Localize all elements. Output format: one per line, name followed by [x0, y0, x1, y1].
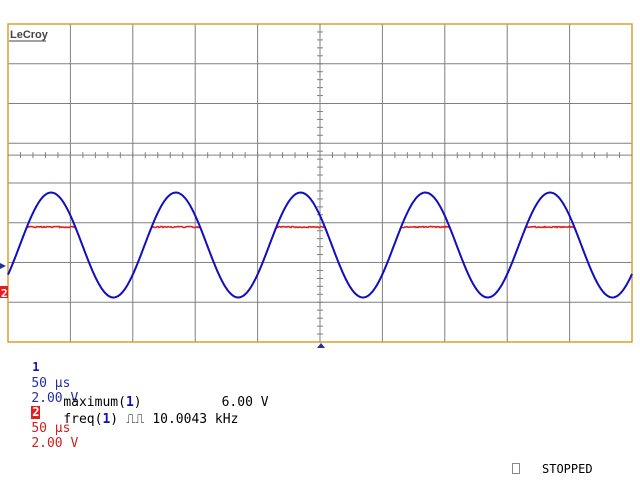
- measurement-value: 10.0043 kHz: [152, 412, 238, 427]
- channel-1-badge[interactable]: 1: [31, 361, 40, 374]
- measurement-name: freq: [63, 412, 94, 427]
- waveform-display: LeCroy 2: [0, 0, 640, 350]
- trigger-position-icon[interactable]: [317, 343, 325, 348]
- pulse-icon: ⎍⎍: [126, 412, 144, 427]
- measurement-frequency[interactable]: freq(1) ⎍⎍ 10.0043 kHz: [32, 397, 238, 442]
- channel-2-marker[interactable]: 2: [0, 286, 8, 300]
- ground-marker-icon[interactable]: [0, 263, 6, 269]
- svg-text:2: 2: [1, 287, 8, 300]
- measurement-channel: 1: [102, 412, 110, 427]
- brand-logo: LeCroy: [10, 29, 49, 41]
- acquisition-status[interactable]: STOPPED: [512, 462, 593, 476]
- status-indicator-icon: [512, 463, 520, 474]
- status-text: STOPPED: [542, 462, 593, 476]
